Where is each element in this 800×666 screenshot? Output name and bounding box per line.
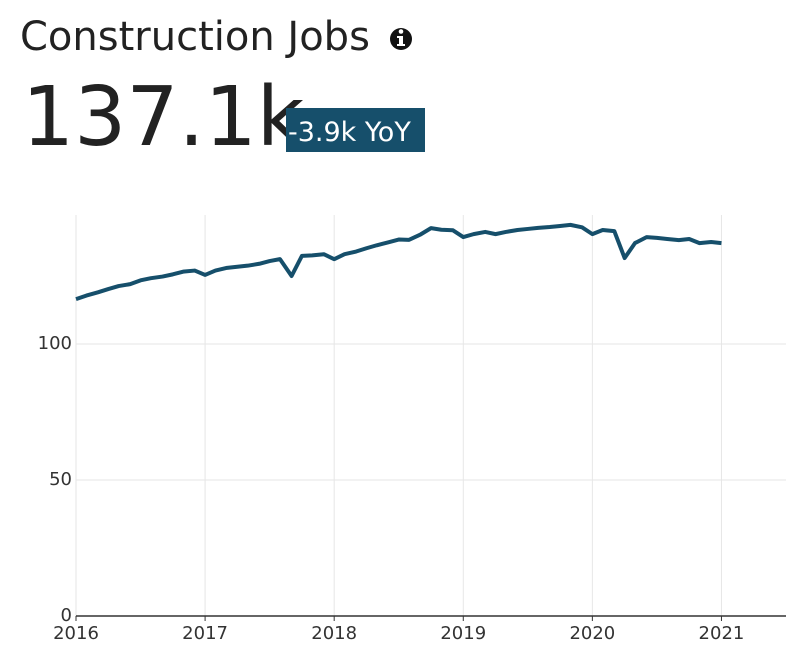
change-badge — [286, 108, 425, 152]
x-tick-label: 2020 — [569, 623, 615, 644]
value: 137.1k — [22, 70, 305, 165]
y-tick-label: 0 — [61, 605, 72, 626]
y-tick-label: 100 — [38, 333, 72, 354]
info-icon[interactable] — [390, 28, 412, 50]
x-tick-label: 2017 — [182, 623, 228, 644]
x-tick-label: 2018 — [311, 623, 357, 644]
change: -3.9k YoY — [288, 117, 411, 148]
y-tick-label: 50 — [49, 469, 72, 490]
x-tick-label: 2021 — [699, 623, 745, 644]
x-tick-label: 2016 — [53, 623, 99, 644]
x-tick-label: 2019 — [440, 623, 486, 644]
title: Construction Jobs — [20, 14, 370, 60]
line-series — [75, 222, 722, 302]
